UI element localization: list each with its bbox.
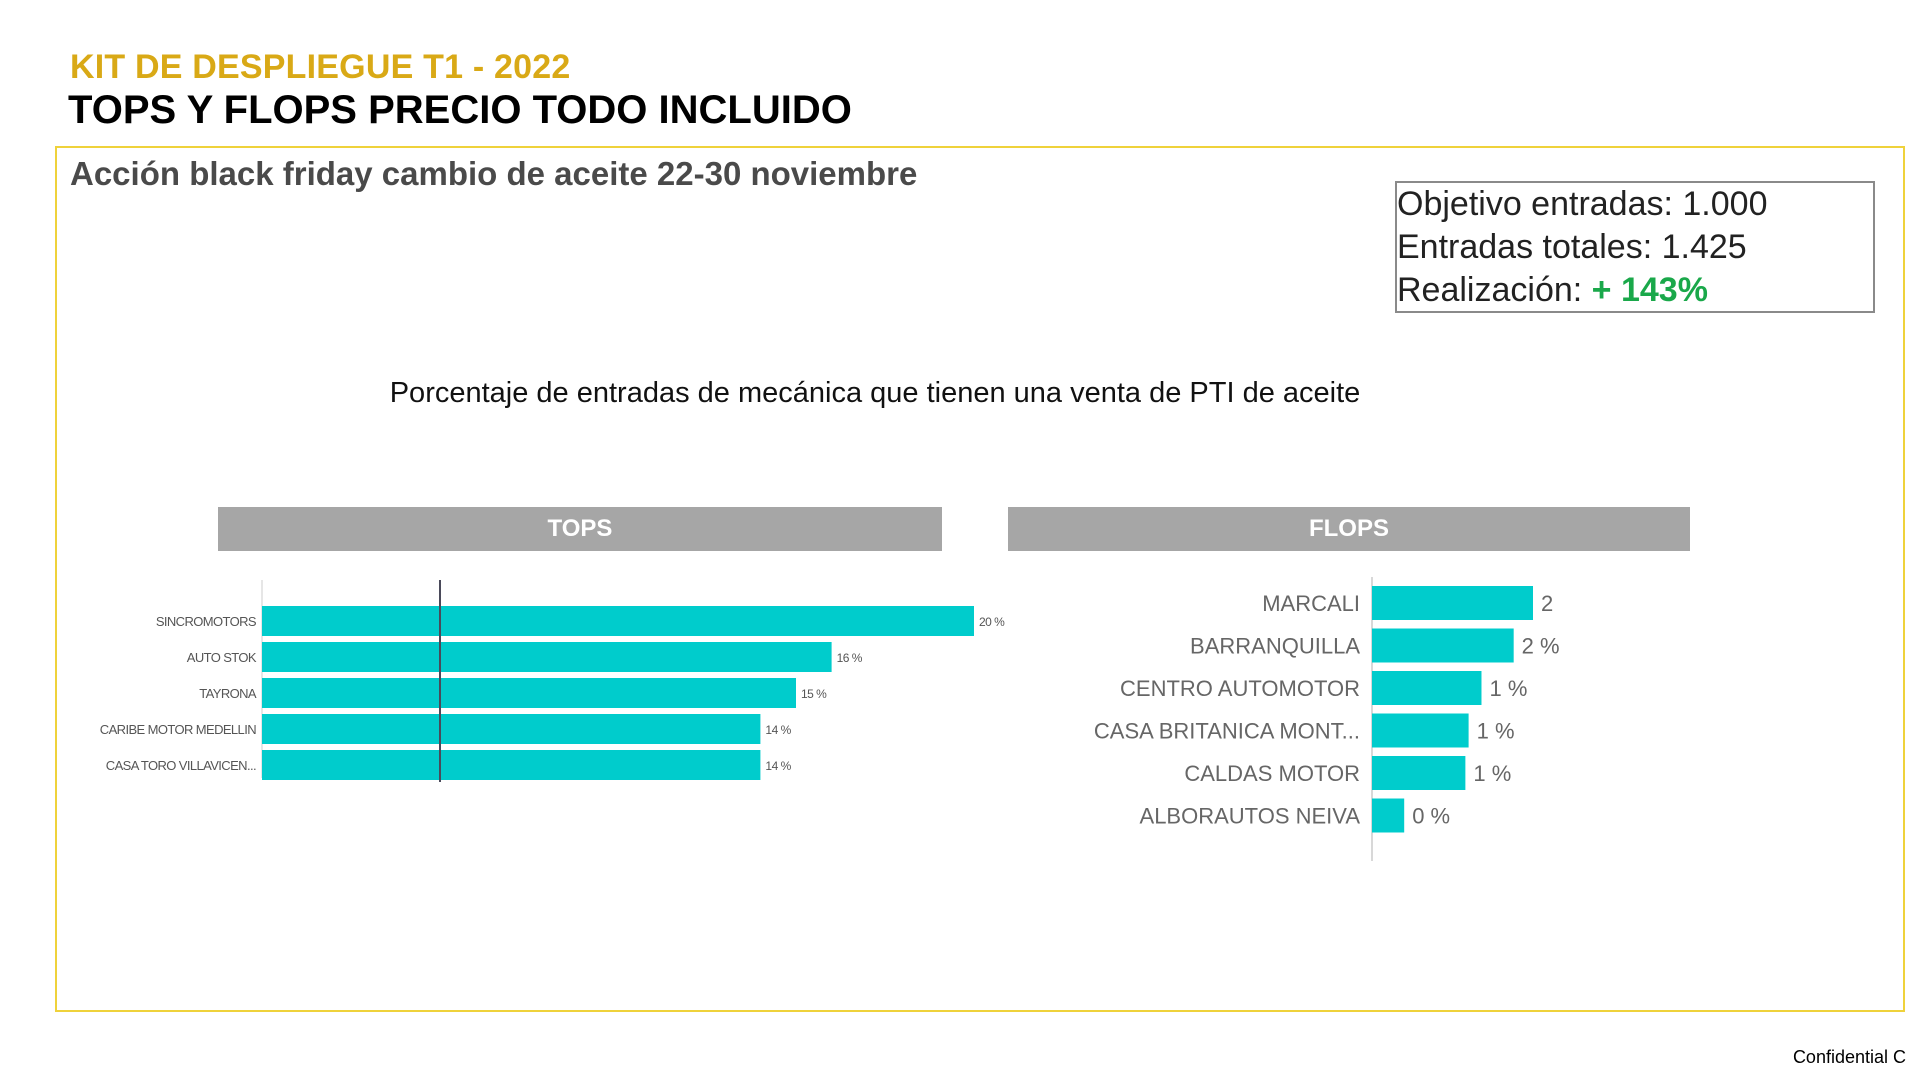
- flops-value-label: 1 %: [1489, 676, 1527, 701]
- flops-chart: MARCALI 2 % BARRANQUILLA 2 % CENTRO AUTOMOTO…: [1094, 577, 1560, 861]
- action-subtitle: Acción black friday cambio de aceite 22-…: [70, 155, 918, 192]
- kpi-box: Objetivo entradas: 1.000 Entradas totale…: [1395, 181, 1875, 313]
- flops-header: FLOPS: [1008, 507, 1690, 551]
- kpi-objective-row: Objetivo entradas: 1.000: [1397, 183, 1873, 226]
- flops-category-label: ALBORAUTOS NEIVA: [1140, 804, 1361, 829]
- tops-value-label: 15 %: [801, 687, 827, 701]
- tops-value-label: 16 %: [837, 651, 863, 665]
- flops-bar: [1372, 713, 1469, 748]
- page-title: TOPS Y FLOPS PRECIO TODO INCLUIDO: [68, 88, 852, 132]
- tops-value-label: 14 %: [765, 723, 791, 737]
- tops-category-label: TAYRONA: [199, 686, 257, 701]
- flops-value-label: 2 %: [1541, 591, 1560, 616]
- flops-category-label: MARCALI: [1262, 591, 1360, 616]
- tops-bar: [262, 750, 761, 780]
- tops-bar: [262, 678, 796, 708]
- flops-value-label: 1 %: [1477, 719, 1515, 744]
- tops-category-label: SINCROMOTORS: [156, 614, 257, 629]
- kpi-objective-value: 1.000: [1682, 185, 1768, 223]
- kit-kicker: KIT DE DESPLIEGUE T1 - 2022: [70, 48, 571, 86]
- confidential-label: Confidential C: [1792, 1047, 1906, 1067]
- flops-category-label: CALDAS MOTOR: [1184, 761, 1360, 786]
- tops-bar: [262, 642, 832, 672]
- content-frame: [55, 146, 1905, 1012]
- tops-value-label: 14 %: [765, 759, 791, 773]
- kpi-total-value: 1.425: [1661, 228, 1747, 266]
- tops-header: TOPS: [218, 507, 942, 551]
- tops-bar: [262, 714, 761, 744]
- tops-bar: [262, 606, 974, 636]
- kpi-total-label: Entradas totales:: [1397, 228, 1653, 266]
- tops-value-label: 20 %: [979, 615, 1005, 629]
- kpi-realization-label: Realización:: [1397, 271, 1583, 309]
- flops-value-label: 1 %: [1473, 761, 1511, 786]
- flops-bar: [1372, 756, 1466, 790]
- flops-bar: [1372, 798, 1405, 833]
- flops-bar: [1372, 671, 1482, 705]
- flops-category-label: CENTRO AUTOMOTOR: [1120, 676, 1360, 701]
- flops-value-label: 2 %: [1522, 634, 1560, 659]
- tops-category-label: CARIBE MOTOR MEDELLIN: [100, 722, 256, 737]
- flops-value-label: 0 %: [1412, 804, 1450, 829]
- tops-category-label: CASA TORO VILLAVICEN...: [106, 758, 256, 773]
- tops-category-label: AUTO STOK: [187, 650, 257, 665]
- tops-chart: SINCROMOTORS 20 % AUTO STOK 16 % TAYRONA 15 %…: [100, 580, 1006, 782]
- kpi-realization-value: + 143%: [1591, 271, 1708, 309]
- flops-bar: [1372, 586, 1533, 620]
- kpi-total-row: Entradas totales: 1.425: [1397, 226, 1873, 269]
- kpi-objective-label: Objetivo entradas:: [1397, 185, 1673, 223]
- flops-category-label: CASA BRITANICA MONT...: [1094, 719, 1360, 744]
- flops-category-label: BARRANQUILLA: [1190, 634, 1360, 659]
- flops-bar: [1372, 628, 1514, 663]
- chart-title: Porcentaje de entradas de mecánica que t…: [389, 377, 1361, 409]
- kpi-realization-row: Realización: + 143%: [1397, 269, 1873, 312]
